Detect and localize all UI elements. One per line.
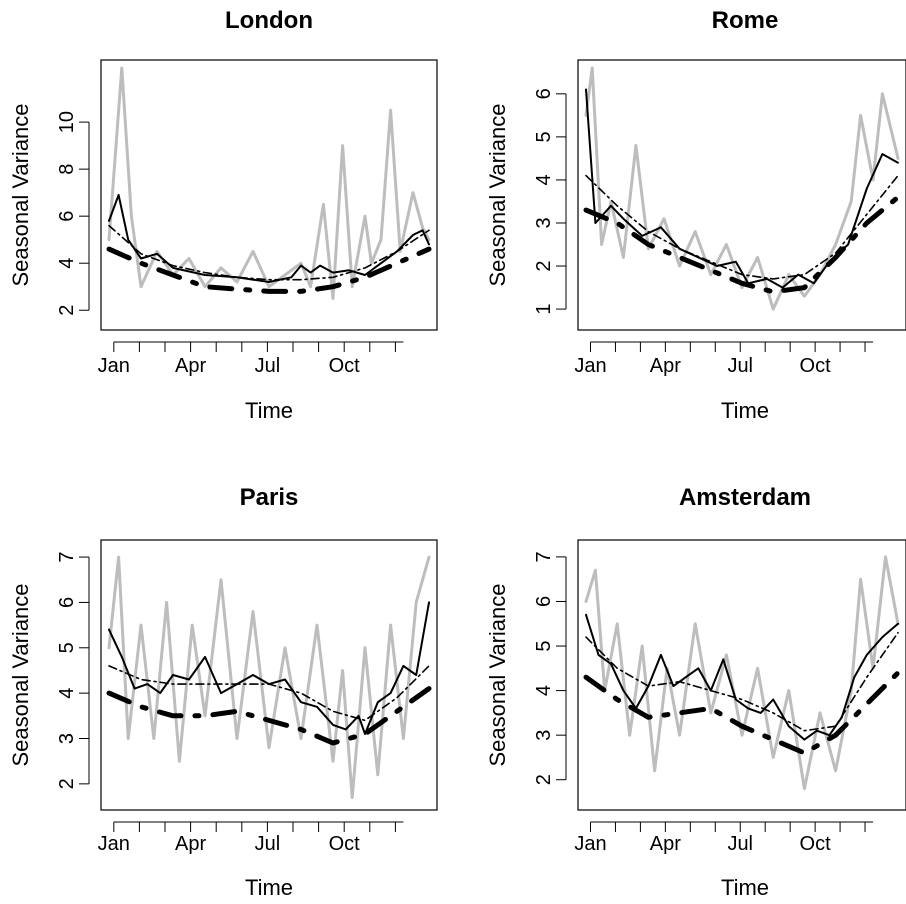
x-axis-label: Time [245,875,293,900]
x-tick-label: Jan [98,833,130,855]
chart-title: London [225,7,313,34]
y-axis-label: Seasonal Variance [485,583,510,766]
panel-amsterdam: Amsterdam Time Seasonal Variance Jan Apr Jul O… [485,484,906,900]
x-tick-label: Oct [329,833,361,855]
plot-frame [577,539,906,811]
y-tick-label: 1 [533,304,555,315]
series-line-dotted-black [108,665,430,722]
y-tick-label: 4 [533,174,555,185]
y-tick-label: 7 [533,551,555,562]
y-tick-label: 2 [56,305,78,316]
y-tick-label: 3 [533,217,555,228]
y-tick-label: 5 [56,642,78,653]
y-tick-label: 6 [56,211,78,222]
x-axis-label: Time [721,398,769,423]
x-tick-label: Apr [175,833,206,855]
y-tick-label: 6 [533,596,555,607]
series-line-dotted-black [108,224,430,281]
chart-title: Rome [712,7,779,34]
y-tick-label: 3 [56,733,78,744]
series-line-thick-dashed-black [583,670,901,756]
y-tick-label: 6 [56,597,78,608]
y-tick-label: 4 [533,685,555,696]
y-axis-label: Seasonal Variance [485,103,510,286]
y-tick-label: 6 [533,88,555,99]
series-line-thick-dashed-black [106,246,432,294]
x-tick-label: Oct [800,355,832,377]
plot-frame [100,59,438,331]
chart-title: Paris [240,484,299,511]
series-line-solid-black [108,601,430,735]
series-line-solid-grey [584,66,900,311]
y-tick-label: 2 [533,774,555,785]
series-line-solid-grey [584,555,900,791]
plot-frame [577,59,906,331]
series-line-dotted-black [585,631,899,732]
x-tick-label: Apr [175,355,206,377]
y-tick-label: 2 [56,778,78,789]
chart-title: Amsterdam [679,484,811,511]
x-axis-label: Time [721,875,769,900]
series-line-thick-dashed-black [106,686,432,746]
x-tick-label: Oct [329,355,361,377]
x-tick-label: Jul [255,355,281,377]
y-axis-label: Seasonal Variance [8,103,33,286]
x-tick-label: Jul [255,833,281,855]
x-tick-label: Apr [650,833,681,855]
x-tick-label: Oct [800,833,832,855]
panel-paris: Paris Time Seasonal Variance Jan Apr Jul Oct 2 3… [8,484,438,900]
plot-frame [100,539,438,811]
x-tick-label: Jan [574,833,606,855]
y-tick-label: 5 [533,640,555,651]
panel-rome: Rome Time Seasonal Variance Jan Apr Jul Oct 1 2 3… [485,7,906,423]
y-tick-label: 4 [56,688,78,699]
x-tick-label: Jul [727,355,753,377]
y-axis-label: Seasonal Variance [8,583,33,766]
x-tick-label: Apr [650,355,681,377]
y-tick-label: 5 [533,131,555,142]
y-tick-label: 7 [56,552,78,563]
x-tick-label: Jan [98,355,130,377]
y-tick-label: 3 [533,730,555,741]
x-tick-label: Jul [727,833,753,855]
y-tick-label: 2 [533,260,555,271]
panel-london: London Time Seasonal Variance Jan Apr Jul Oct 2… [8,7,438,423]
x-axis-label: Time [245,398,293,423]
y-tick-label: 10 [56,111,78,133]
y-tick-label: 8 [56,164,78,175]
series-line-solid-black [108,194,430,283]
series-line-solid-grey [107,555,431,799]
x-tick-label: Jan [574,355,606,377]
y-tick-label: 4 [56,258,78,269]
series-line-thick-dashed-black [583,194,901,295]
series-line-dotted-black [585,174,899,280]
